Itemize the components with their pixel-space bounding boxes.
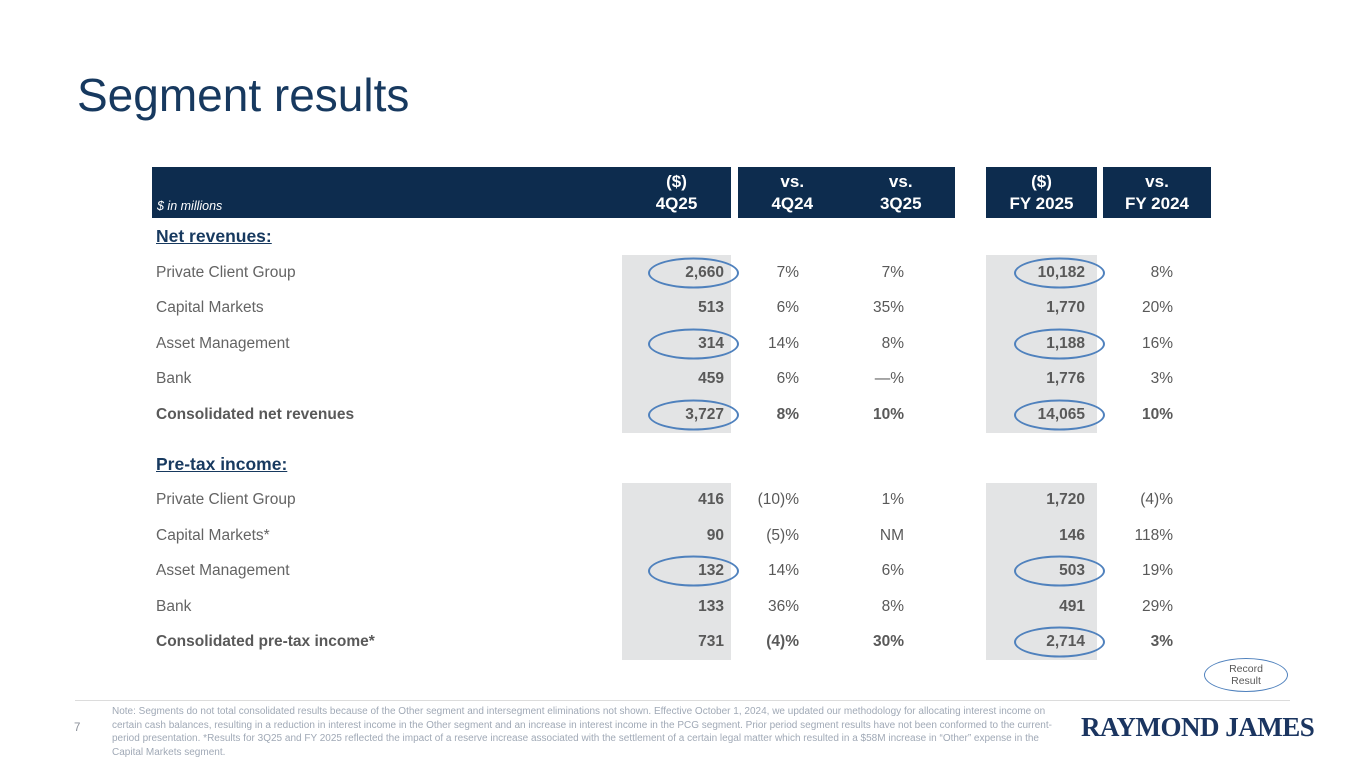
unit-label: $ in millions — [157, 199, 223, 213]
row-label: Consolidated pre-tax income* — [156, 633, 375, 651]
value-cell-4q25: 513 — [622, 290, 731, 326]
value-cell-4q25: 132 — [622, 553, 739, 589]
pct-cell-vs-4q24: 14% — [767, 562, 799, 580]
pct-cell-vs-3q25: NM — [879, 526, 904, 544]
pct-cell-vs-3q25: 8% — [881, 334, 904, 352]
pct-cell-vs-fy2024: 29% — [1141, 597, 1173, 615]
pct-cell-vs-fy2024: 118% — [1134, 526, 1174, 544]
row-label: Capital Markets — [156, 299, 264, 317]
pct-cell-vs-fy2024: (4)% — [1140, 491, 1173, 509]
table-row-total: Consolidated pre-tax income* 731 (4)% 30… — [152, 624, 1211, 660]
pct-cell-vs-fy2024: 19% — [1141, 562, 1173, 580]
table-row: Asset Management 314 14% 8% 1,188 16% — [152, 326, 1211, 362]
pct-cell-vs-4q24: 14% — [767, 334, 799, 352]
value-cell-fy2025: 1,188 — [986, 326, 1105, 362]
value-cell-4q25: 459 — [622, 361, 731, 397]
pct-cell-vs-3q25: 6% — [881, 562, 904, 580]
value-cell-4q25: 133 — [622, 589, 731, 625]
value-cell-fy2025: 503 — [986, 553, 1105, 589]
pct-cell-vs-4q24: 6% — [776, 370, 799, 388]
table-row: Bank 459 6% —% 1,776 3% — [152, 361, 1211, 397]
header-bar-current-quarter: $ in millions ($) 4Q25 — [152, 167, 731, 218]
pct-cell-vs-3q25: 8% — [881, 597, 904, 615]
table-row-total: Consolidated net revenues 3,727 8% 10% 1… — [152, 397, 1211, 433]
value-cell-4q25: 314 — [622, 326, 739, 362]
value-cell-fy2025: 10,182 — [986, 255, 1105, 291]
section-heading-net-revenues: Net revenues: — [156, 226, 272, 246]
column-header-dollar-sign: ($) — [666, 171, 687, 191]
pct-cell-vs-3q25: 1% — [881, 491, 904, 509]
section-heading-pretax-income: Pre-tax income: — [156, 453, 288, 474]
value-cell-fy2025: 146 — [986, 518, 1097, 554]
row-label: Private Client Group — [156, 491, 296, 509]
page-number: 7 — [74, 722, 81, 734]
pct-cell-vs-4q24: 36% — [767, 597, 799, 615]
table-row: Capital Markets 513 6% 35% 1,770 20% — [152, 290, 1211, 326]
column-header-vs-4q24: vs. 4Q24 — [771, 171, 814, 213]
page-title: Segment results — [77, 69, 410, 121]
value-cell-4q25: 90 — [622, 518, 731, 554]
pct-cell-vs-3q25: —% — [874, 370, 904, 388]
table-row: Capital Markets* 90 (5)% NM 146 118% — [152, 518, 1211, 554]
column-header-vs-fy2024: vs. FY 2024 — [1103, 167, 1211, 218]
value-cell-fy2025: 491 — [986, 589, 1097, 625]
table-header-row: $ in millions ($) 4Q25 vs. 4Q24 vs. 3Q25 — [152, 167, 1211, 218]
record-circle — [648, 555, 739, 587]
pct-cell-vs-fy2024: 3% — [1150, 370, 1173, 388]
row-label: Asset Management — [156, 334, 290, 352]
segment-results-table: $ in millions ($) 4Q25 vs. 4Q24 vs. 3Q25 — [152, 167, 1211, 660]
value-cell-4q25: 416 — [622, 482, 731, 518]
pct-cell-vs-4q24: 6% — [776, 299, 799, 317]
row-label: Private Client Group — [156, 263, 296, 281]
column-header-fy2025: ($) FY 2025 — [986, 167, 1097, 218]
row-label: Capital Markets* — [156, 526, 270, 544]
pct-cell-vs-3q25: 30% — [872, 633, 904, 651]
pct-cell-vs-fy2024: 16% — [1141, 334, 1173, 352]
pct-cell-vs-4q24: 7% — [776, 263, 799, 281]
pct-cell-vs-3q25: 10% — [872, 405, 904, 423]
value-cell-fy2025: 2,714 — [986, 624, 1105, 660]
column-header-vs-3q25: vs. 3Q25 — [879, 171, 922, 213]
pct-cell-vs-4q24: 8% — [776, 405, 799, 423]
header-bar-quarter-comparisons: vs. 4Q24 vs. 3Q25 — [738, 167, 955, 218]
pct-cell-vs-fy2024: 8% — [1150, 263, 1173, 281]
value-cell-fy2025: 1,776 — [986, 361, 1097, 397]
value-cell-fy2025: 1,770 — [986, 290, 1097, 326]
row-label: Consolidated net revenues — [156, 405, 355, 423]
value-cell-fy2025: 14,065 — [986, 397, 1105, 433]
row-label: Bank — [156, 370, 192, 388]
value-cell-4q25: 2,660 — [622, 255, 739, 291]
pct-cell-vs-3q25: 35% — [872, 299, 904, 317]
column-header-quarter: 4Q25 — [655, 193, 698, 213]
pct-cell-vs-4q24: (4)% — [766, 633, 799, 651]
header-gap — [731, 167, 738, 218]
column-header-4q25: ($) 4Q25 — [622, 167, 731, 218]
record-result-legend: Record Result — [1204, 658, 1288, 692]
footnote-text: Note: Segments do not total consolidated… — [112, 706, 1052, 758]
pct-cell-vs-3q25: 7% — [881, 263, 904, 281]
pct-cell-vs-fy2024: 3% — [1150, 633, 1173, 651]
table-row: Private Client Group 2,660 7% 7% 10,182 … — [152, 255, 1211, 291]
footer-divider — [75, 700, 1290, 701]
pct-cell-vs-4q24: (10)% — [757, 491, 799, 509]
row-label: Bank — [156, 597, 192, 615]
table-row: Bank 133 36% 8% 491 29% — [152, 589, 1211, 625]
value-cell-4q25: 3,727 — [622, 397, 739, 433]
pct-cell-vs-fy2024: 10% — [1141, 405, 1173, 423]
header-gap — [955, 167, 986, 218]
value-cell-fy2025: 1,720 — [986, 482, 1097, 518]
value-cell-4q25: 731 — [622, 624, 731, 660]
pct-cell-vs-4q24: (5)% — [766, 526, 799, 544]
raymond-james-logo: RAYMOND JAMES — [1081, 712, 1315, 742]
record-circle — [648, 328, 739, 360]
row-label: Asset Management — [156, 562, 290, 580]
pct-cell-vs-fy2024: 20% — [1141, 299, 1173, 317]
table-row: Private Client Group 416 (10)% 1% 1,720 … — [152, 482, 1211, 518]
table-row: Asset Management 132 14% 6% 503 19% — [152, 553, 1211, 589]
